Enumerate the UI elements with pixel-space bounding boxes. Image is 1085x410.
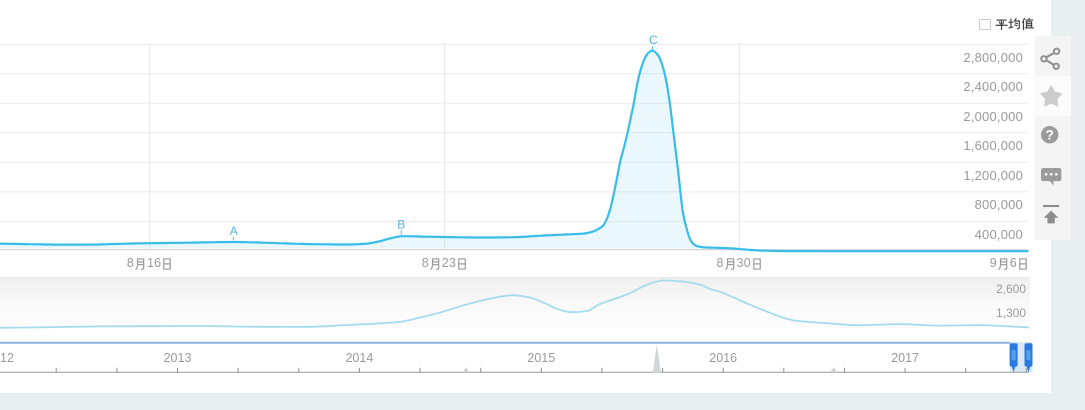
svg-text:?: ?	[1046, 127, 1054, 142]
svg-text:C: C	[649, 33, 658, 47]
svg-text:A: A	[230, 224, 238, 238]
svg-text:B: B	[397, 218, 405, 232]
